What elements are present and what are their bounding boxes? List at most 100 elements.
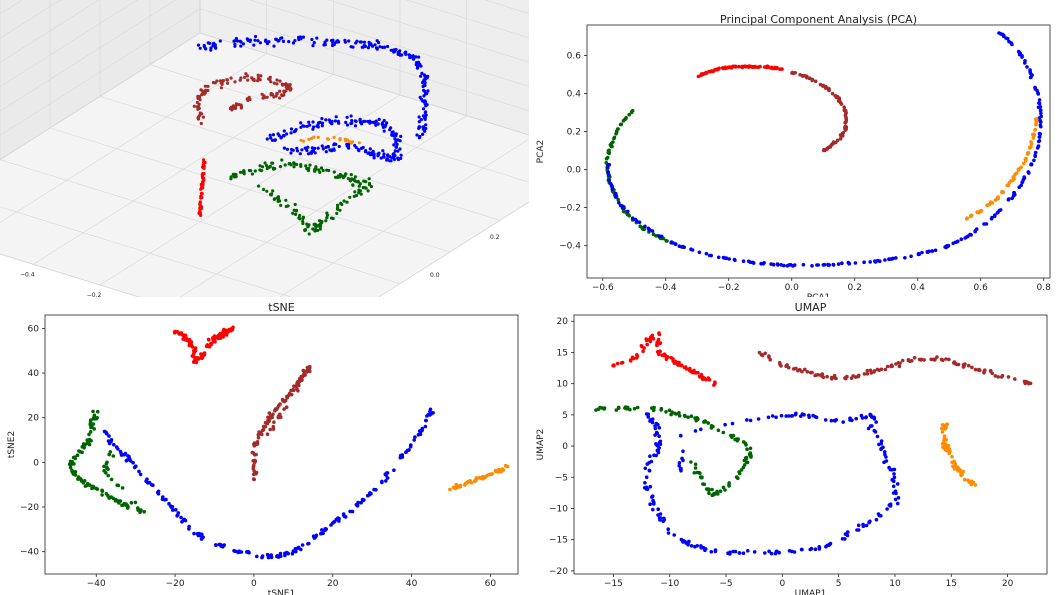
data-point [326,137,330,141]
data-point [229,76,233,80]
data-point [617,200,621,205]
data-point [704,70,708,75]
data-point [285,132,289,136]
data-point [765,64,770,68]
data-point [973,229,977,234]
data-point [606,163,610,168]
chart-pca: Principal Component Analysis (PCA) −0.6 −0… [536,13,1051,297]
data-point [197,102,201,106]
data-point [423,117,427,121]
data-point [823,418,828,422]
data-point [328,148,332,152]
data-point [390,156,394,160]
data-point [627,112,631,117]
data-point [746,65,751,69]
data-point [650,494,655,498]
data-point [650,417,655,421]
data-point [418,135,422,139]
data-point [897,364,902,369]
data-point [422,100,427,104]
data-point [337,121,341,125]
data-point [225,78,229,82]
data-point [426,89,430,93]
data-point [832,375,836,380]
data-point [338,138,342,142]
data-point [370,151,374,155]
data-point [366,46,370,50]
data-point [291,549,296,553]
data-point [648,228,652,232]
data-point [79,479,84,483]
data-point [830,91,835,96]
data-point [319,221,324,225]
data-point [82,479,87,483]
data-point [305,166,309,171]
data-point [318,227,322,231]
data-point [404,50,408,54]
data-point [710,487,714,492]
data-point [849,376,854,380]
data-point [677,244,682,248]
data-point [358,189,362,193]
data-point [891,484,896,489]
data-point [310,149,314,153]
data-point [669,240,673,245]
data-point [86,439,91,444]
data-point [833,94,838,98]
data-point [371,44,375,48]
data-point [1023,59,1027,63]
data-point [854,375,858,379]
data-point [883,452,887,457]
y-tick-label: 0.2 [567,128,581,138]
data-point [607,150,611,155]
data-point [630,216,635,220]
data-point [777,361,782,365]
data-point [286,551,291,556]
data-point [693,429,698,433]
data-point [306,368,311,373]
data-point [269,193,273,197]
data-point [85,481,90,486]
data-point [1020,55,1024,59]
data-point [945,244,950,249]
data-point [883,258,887,262]
data-point [677,414,682,418]
data-point [392,134,396,138]
data-point [273,408,277,413]
data-point [1004,36,1008,40]
data-point [652,405,656,410]
grid-line [279,138,529,297]
data-point [283,398,288,403]
data-point [869,371,874,375]
data-point [607,178,611,183]
data-point [198,201,202,205]
data-point [386,154,390,158]
data-point [1037,131,1042,136]
y-tick-label: 15 [557,348,568,358]
data-point [979,208,983,213]
data-point [241,42,245,46]
data-point [399,156,403,160]
data-point [235,39,240,43]
data-point [273,167,277,171]
data-point [884,459,889,463]
series-green [594,405,753,497]
data-point [325,168,329,172]
data-point [354,41,358,45]
data-point [385,121,389,125]
data-point [759,261,763,266]
grid-lines [0,0,529,297]
data-point [196,43,201,47]
data-point [879,439,884,443]
data-point [891,491,896,495]
data-point [321,168,325,173]
data-point [463,482,468,486]
data-point [280,36,284,40]
data-point [885,364,890,369]
data-point [787,263,791,267]
chart-title: UMAP [795,301,827,314]
data-point [827,263,832,267]
data-point [775,549,779,554]
data-point [635,353,639,357]
